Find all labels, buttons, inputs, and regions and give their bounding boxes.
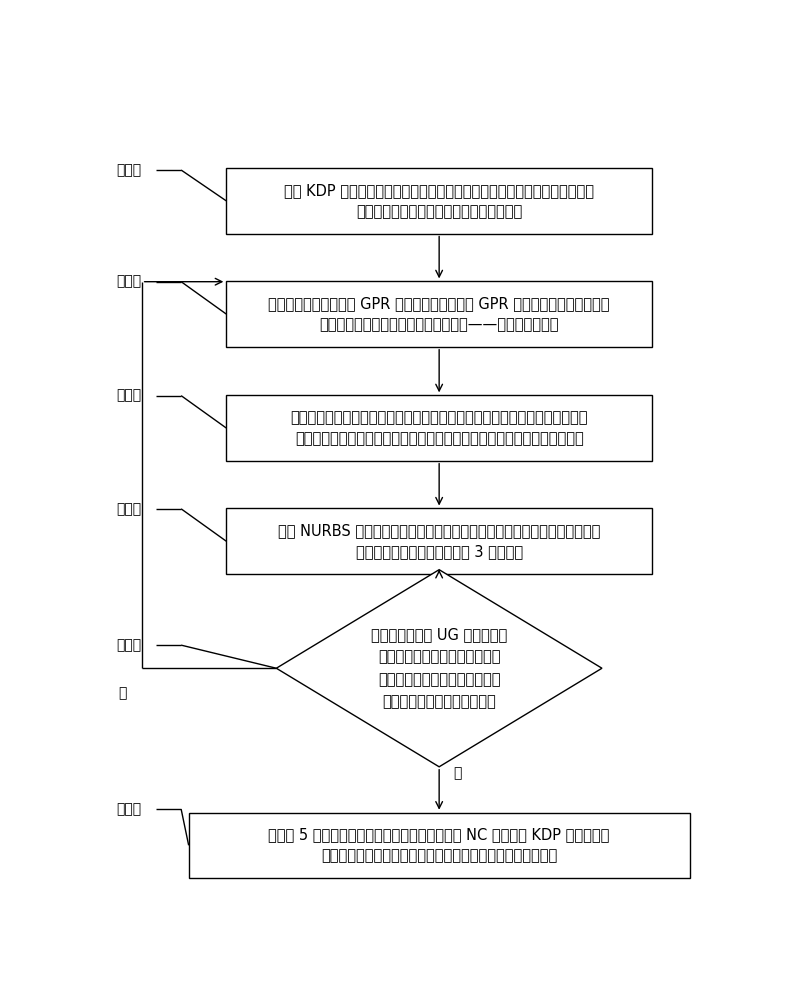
Text: 步骤五: 步骤五: [116, 638, 141, 652]
Text: 步骤一: 步骤一: [116, 163, 141, 177]
Polygon shape: [276, 570, 602, 767]
Text: 步骤二: 步骤二: [116, 275, 141, 289]
Text: 是: 是: [453, 766, 461, 780]
Bar: [189, 813, 690, 878]
Text: 利用所建立的修复轮廓数学模型和选取的微铣刀尺寸，计算出与刀触控制点一
一对应的球头刀具中心位置（称为刀位控制点），以此构成刀位控制点点集: 利用所建立的修复轮廓数学模型和选取的微铣刀尺寸，计算出与刀触控制点一 一对应的球…: [290, 410, 588, 446]
Text: 根据 KDP 晶体表面激光损伤程度与损伤点形貌特征设计合适型深与型宽的锥
型损伤修复轮廓，建立修复轮廓的数学模型: 根据 KDP 晶体表面激光损伤程度与损伤点形貌特征设计合适型深与型宽的锥 型损伤…: [284, 183, 594, 219]
Text: 将步骤 5 的加工过程仿真转换为通用的数控加工 NC 代码，在 KDP 晶体修复机
床上进行精密微铣削修复实验，实现高斯伪随机轨迹修复方法: 将步骤 5 的加工过程仿真转换为通用的数控加工 NC 代码，在 KDP 晶体修复…: [268, 827, 610, 863]
Text: 按照曲线模型在 UG 软件中建立
曲线，以此曲线为修复轨迹进行
加工过程仿真，若仿真结果满足
加工刀轨安全性和工艺性要求: 按照曲线模型在 UG 软件中建立 曲线，以此曲线为修复轨迹进行 加工过程仿真，若…: [371, 627, 507, 709]
Bar: [226, 168, 652, 234]
Bar: [226, 281, 652, 347]
Bar: [226, 508, 652, 574]
Text: 步骤三: 步骤三: [116, 389, 141, 403]
Text: 否: 否: [119, 687, 127, 701]
Text: 根据加工工艺要求确定 GPR 轨迹生成参数，利用 GPR 轨迹生成方法确定刀具铣
削修复轮廓时刀具与轮廓的离散接触点——刀触控制点点集: 根据加工工艺要求确定 GPR 轨迹生成参数，利用 GPR 轨迹生成方法确定刀具铣…: [268, 296, 610, 332]
Text: 步骤六: 步骤六: [116, 802, 141, 816]
Text: 应用 NURBS 建模技术将刀位控制点点集插补为一条空间曲线，该曲线的数学
模型为由唯一参数控制的多个 3 次方程组: 应用 NURBS 建模技术将刀位控制点点集插补为一条空间曲线，该曲线的数学 模型…: [278, 523, 600, 559]
Text: 步骤四: 步骤四: [116, 502, 141, 516]
Bar: [226, 395, 652, 461]
